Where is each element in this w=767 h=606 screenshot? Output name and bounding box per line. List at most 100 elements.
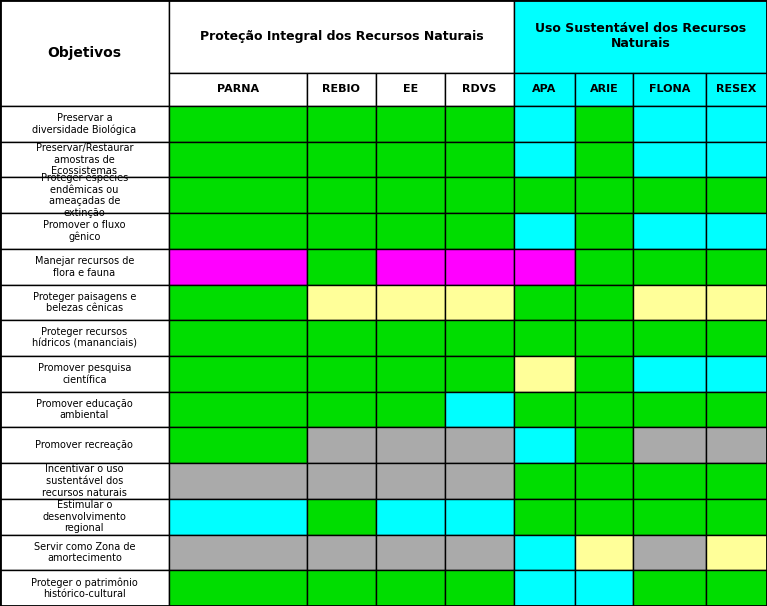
Bar [445,570,514,606]
Bar [706,534,767,570]
Bar [376,427,445,463]
Bar [169,0,514,73]
Bar [706,570,767,606]
Bar [633,249,706,285]
Bar [514,73,575,106]
Bar [307,106,376,142]
Bar [307,356,376,391]
Bar [445,106,514,142]
Bar [307,321,376,356]
Bar [376,249,445,285]
Bar [445,534,514,570]
Bar [0,570,169,606]
Bar [706,427,767,463]
Text: REBIO: REBIO [322,84,360,95]
Text: APA: APA [532,84,557,95]
Bar [445,249,514,285]
Bar [0,178,169,213]
Text: EE: EE [403,84,418,95]
Bar [169,285,307,321]
Bar [633,534,706,570]
Text: Proteger recursos
hídricos (mananciais): Proteger recursos hídricos (mananciais) [32,327,137,349]
Bar [575,249,633,285]
Text: Promover educação
ambiental: Promover educação ambiental [36,399,133,421]
Bar [169,356,307,391]
Bar [514,463,575,499]
Bar [307,499,376,534]
Bar [575,427,633,463]
Bar [706,106,767,142]
Bar [169,499,307,534]
Bar [445,178,514,213]
Bar [514,321,575,356]
Bar [307,534,376,570]
Bar [307,73,376,106]
Bar [445,321,514,356]
Bar [376,570,445,606]
Bar [376,463,445,499]
Bar [0,463,169,499]
Bar [514,178,575,213]
Bar [169,142,307,178]
Bar [0,534,169,570]
Text: ARIE: ARIE [590,84,618,95]
Bar [0,213,169,249]
Bar [169,106,307,142]
Bar [0,285,169,321]
Text: PARNA: PARNA [217,84,258,95]
Bar [0,249,169,285]
Bar [575,463,633,499]
Text: Incentivar o uso
sustentável dos
recursos naturais: Incentivar o uso sustentável dos recurso… [42,464,127,498]
Bar [445,213,514,249]
Text: RESEX: RESEX [716,84,756,95]
Bar [0,356,169,391]
Text: RDVS: RDVS [463,84,496,95]
Bar [514,391,575,427]
Bar [633,285,706,321]
Bar [633,391,706,427]
Bar [514,249,575,285]
Bar [514,534,575,570]
Bar [575,142,633,178]
Bar [169,321,307,356]
Bar [0,391,169,427]
Bar [307,249,376,285]
Bar [706,213,767,249]
Bar [376,213,445,249]
Bar [0,499,169,534]
Text: Promover pesquisa
científica: Promover pesquisa científica [38,363,131,385]
Bar [307,570,376,606]
Bar [575,285,633,321]
Bar [575,73,633,106]
Bar [706,249,767,285]
Bar [633,356,706,391]
Bar [633,106,706,142]
Bar [706,356,767,391]
Bar [575,213,633,249]
Bar [169,427,307,463]
Bar [169,570,307,606]
Bar [514,106,575,142]
Bar [633,570,706,606]
Bar [445,73,514,106]
Bar [169,391,307,427]
Text: Preservar a
diversidade Biológica: Preservar a diversidade Biológica [32,113,137,135]
Bar [445,391,514,427]
Bar [376,285,445,321]
Bar [633,73,706,106]
Bar [445,499,514,534]
Bar [445,463,514,499]
Bar [575,534,633,570]
Bar [514,570,575,606]
Bar [169,534,307,570]
Bar [706,499,767,534]
Bar [706,463,767,499]
Text: Estimular o
desenvolvimento
regional: Estimular o desenvolvimento regional [42,500,127,533]
Bar [445,427,514,463]
Bar [575,321,633,356]
Bar [307,213,376,249]
Bar [169,73,307,106]
Text: Uso Sustentável dos Recursos
Naturais: Uso Sustentável dos Recursos Naturais [535,22,746,50]
Bar [169,213,307,249]
Bar [706,391,767,427]
